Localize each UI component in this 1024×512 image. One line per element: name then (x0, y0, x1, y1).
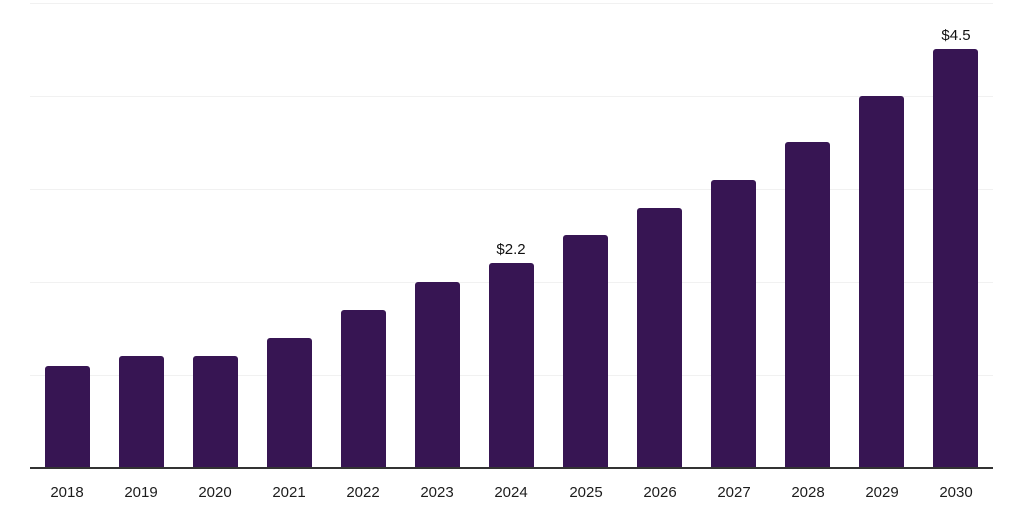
bar-2024 (489, 263, 534, 468)
x-axis-label-2022: 2022 (346, 484, 380, 501)
bar-2018 (45, 366, 90, 468)
gridline (30, 96, 993, 97)
bar-2023 (415, 282, 460, 468)
gridline (30, 3, 993, 4)
bar-2025 (563, 235, 608, 468)
x-axis-label-2025: 2025 (569, 484, 603, 501)
bar-2021 (267, 338, 312, 468)
gridline (30, 189, 993, 190)
x-axis-label-2023: 2023 (420, 484, 454, 501)
x-axis-line (30, 467, 993, 469)
x-axis-label-2020: 2020 (198, 484, 232, 501)
data-label-2024: $2.2 (496, 241, 526, 258)
bar-2027 (711, 180, 756, 468)
bar-2030 (933, 49, 978, 468)
x-axis-label-2029: 2029 (865, 484, 899, 501)
x-axis-label-2027: 2027 (717, 484, 751, 501)
bar-2026 (637, 208, 682, 468)
bar-2020 (193, 356, 238, 468)
bar-2019 (119, 356, 164, 468)
x-axis-label-2024: 2024 (494, 484, 528, 501)
x-axis-label-2019: 2019 (124, 484, 158, 501)
x-axis-label-2021: 2021 (272, 484, 306, 501)
bar-2029 (859, 96, 904, 468)
x-axis-label-2028: 2028 (791, 484, 825, 501)
bar-2022 (341, 310, 386, 468)
x-axis-label-2030: 2030 (939, 484, 973, 501)
data-label-2030: $4.5 (941, 27, 971, 44)
x-axis-label-2018: 2018 (50, 484, 84, 501)
x-axis-label-2026: 2026 (643, 484, 677, 501)
bar-2028 (785, 142, 830, 468)
